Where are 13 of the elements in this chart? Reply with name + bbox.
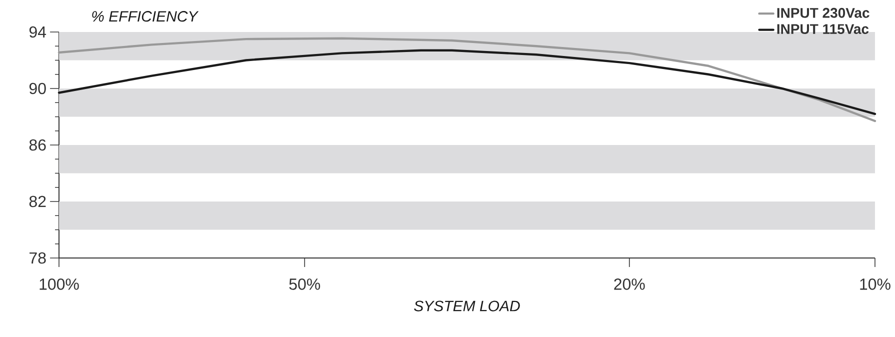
x-tick-label: 100% [40, 278, 79, 290]
y-axis-title: % EFFICIENCY [92, 11, 199, 22]
x-tick-label: 10% [860, 278, 890, 290]
x-tick-label: 20% [614, 278, 645, 290]
y-tick-label: 94 [29, 26, 46, 38]
y-tick-label: 90 [29, 82, 46, 94]
x-tick-label: 50% [289, 278, 320, 290]
legend-label: INPUT 115Vac [777, 24, 869, 34]
y-tick-label: 82 [29, 196, 46, 208]
y-tick-label: 78 [30, 252, 46, 264]
legend-label: INPUT 230Vac [777, 8, 870, 18]
x-axis-title: SYSTEM LOAD [414, 300, 520, 312]
y-tick-label: 86 [29, 139, 46, 151]
